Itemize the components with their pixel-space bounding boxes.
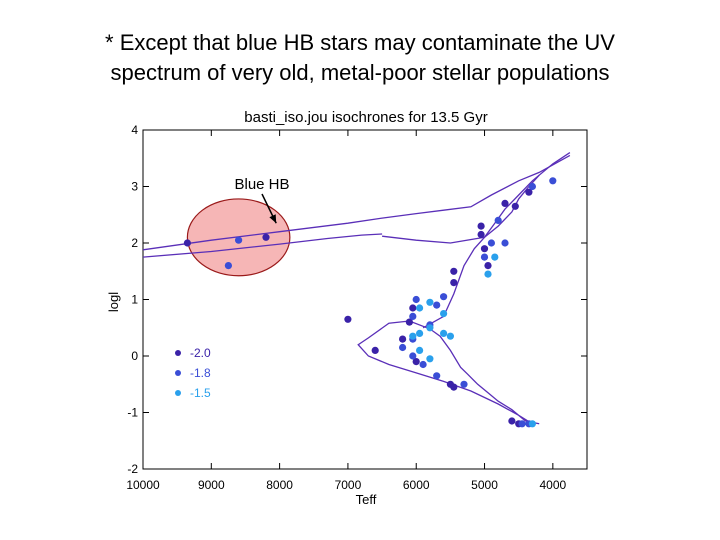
data-point [518,420,526,428]
legend-label: -2.0 [190,346,211,360]
data-point [484,262,492,270]
y-axis-label: logl [106,292,121,312]
data-point [450,279,458,287]
data-point [477,230,485,239]
data-point [416,329,424,337]
y-tick-label: 1 [131,293,138,307]
data-point [511,202,519,210]
data-point [440,310,448,318]
x-tick-label: 7000 [335,478,362,492]
arrow-head [269,214,277,224]
data-point [525,188,533,196]
data-point [416,304,424,312]
data-point [460,380,468,388]
data-point [480,245,489,253]
isochrone-lines [142,152,571,425]
data-point [494,216,502,224]
x-tick-label: 4000 [539,478,566,492]
data-point [433,301,441,309]
data-point [426,355,434,363]
data-point [480,253,489,261]
data-point [446,332,454,340]
x-tick-label: 9000 [198,478,225,492]
x-axis: 10000 9000 8000 7000 6000 5000 4000 [126,130,567,492]
data-point [409,304,417,312]
data-point [508,417,516,425]
legend-marker [175,350,181,356]
data-point [224,262,232,270]
y-tick-label: 3 [131,180,138,194]
x-tick-label: 6000 [403,478,430,492]
data-point [416,346,424,354]
data-point [344,315,352,323]
y-tick-label: 2 [131,236,138,250]
blue-hb-annotation: Blue HB [234,176,289,193]
data-point [450,267,458,275]
y-tick-label: -2 [127,462,138,476]
x-tick-label: 8000 [266,478,293,492]
data-point [528,420,537,428]
data-point [477,222,485,230]
isochrone-line [382,174,540,244]
chart-legend: -2.0 -1.8 -1.5 [175,346,211,400]
data-point [412,295,420,304]
x-axis-label: Teff [356,492,377,507]
data-point [433,372,441,380]
data-point [484,270,492,278]
y-axis: 4 3 2 1 0 -1 -2 [127,123,587,476]
data-point [262,233,270,241]
data-point [426,298,434,306]
data-point [409,352,417,360]
plot-frame [142,129,588,470]
data-point [440,329,448,337]
data-points [183,177,557,428]
heading-line-2: spectrum of very old, metal-poor stellar… [110,60,610,85]
data-point [501,199,509,207]
data-point [183,239,191,247]
data-point [399,335,407,343]
isochrone-line [142,154,571,251]
isochrone-line [422,152,571,329]
data-point [371,346,379,354]
data-point [426,324,434,332]
chart-title: basti_iso.jou isochrones for 13.5 Gyr [244,109,487,126]
legend-label: -1.5 [190,386,211,400]
data-point [450,383,458,391]
data-point [528,182,537,191]
y-tick-label: 0 [131,349,138,363]
data-point [405,318,413,326]
legend-marker [175,390,181,396]
legend-marker [175,370,181,376]
data-point [419,360,427,369]
data-point [501,239,509,247]
data-point [491,253,499,261]
y-tick-label: 4 [131,123,138,137]
x-tick-label: 5000 [471,478,498,492]
y-tick-label: -1 [127,406,138,420]
data-point [235,236,243,244]
legend-label: -1.8 [190,366,211,380]
isochrone-line [142,233,383,258]
data-point [399,343,407,352]
data-point [409,312,417,320]
x-tick-label: 10000 [126,478,160,492]
data-point [409,332,417,340]
data-point [440,293,448,301]
data-point [412,358,420,366]
heading-line-1: * Except that blue HB stars may contamin… [105,30,615,55]
data-point [549,177,557,185]
data-point [487,239,495,247]
slide-heading: * Except that blue HB stars may contamin… [0,28,720,88]
